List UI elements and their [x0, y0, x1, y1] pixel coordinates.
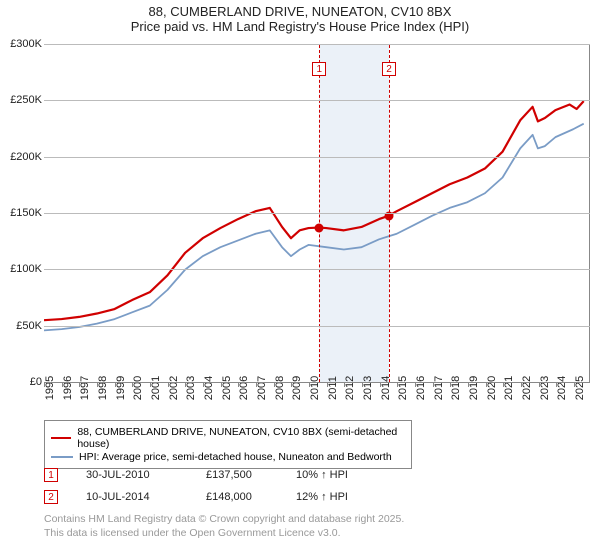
legend-label: 88, CUMBERLAND DRIVE, NUNEATON, CV10 8BX… — [77, 426, 405, 450]
footer-line: Contains HM Land Registry data © Crown c… — [44, 512, 404, 526]
x-tick-label: 2023 — [539, 376, 551, 400]
x-tick-label: 1996 — [62, 376, 74, 400]
x-tick-label: 1997 — [79, 376, 91, 400]
y-tick-label: £100K — [2, 263, 42, 275]
x-tick-label: 2015 — [397, 376, 409, 400]
annotation-date: 30-JUL-2010 — [86, 469, 206, 481]
annotation-marker-icon: 2 — [44, 490, 58, 504]
x-tick-label: 2013 — [362, 376, 374, 400]
chart-annotation-marker: 2 — [382, 62, 396, 76]
legend-item: HPI: Average price, semi-detached house,… — [51, 451, 405, 463]
legend: 88, CUMBERLAND DRIVE, NUNEATON, CV10 8BX… — [44, 420, 412, 469]
x-tick-label: 2000 — [132, 376, 144, 400]
x-tick-label: 2010 — [309, 376, 321, 400]
x-tick-label: 2003 — [185, 376, 197, 400]
x-tick-label: 2020 — [486, 376, 498, 400]
annotation-marker-icon: 1 — [44, 468, 58, 482]
sale-dot-icon — [315, 224, 324, 233]
grid-line — [44, 269, 590, 270]
legend-label: HPI: Average price, semi-detached house,… — [79, 451, 392, 463]
x-tick-label: 2022 — [521, 376, 533, 400]
x-tick-label: 2018 — [450, 376, 462, 400]
x-tick-label: 2017 — [433, 376, 445, 400]
y-tick-label: £300K — [2, 38, 42, 50]
y-tick-label: £0 — [2, 376, 42, 388]
chart-title: 88, CUMBERLAND DRIVE, NUNEATON, CV10 8BX — [0, 4, 600, 19]
x-tick-label: 2021 — [503, 376, 515, 400]
x-tick-label: 2009 — [291, 376, 303, 400]
series-line — [44, 101, 584, 320]
grid-line — [44, 213, 590, 214]
x-tick-label: 2007 — [256, 376, 268, 400]
x-tick-label: 1999 — [115, 376, 127, 400]
x-tick-label: 1998 — [97, 376, 109, 400]
x-tick-label: 2011 — [327, 376, 339, 400]
x-tick-label: 2005 — [221, 376, 233, 400]
sale-annotation-row: 1 30-JUL-2010 £137,500 10% ↑ HPI — [44, 464, 416, 486]
annotation-price: £137,500 — [206, 469, 296, 481]
x-tick-label: 2016 — [415, 376, 427, 400]
chart-annotation-marker: 1 — [312, 62, 326, 76]
grid-line — [44, 44, 590, 45]
footer-line: This data is licensed under the Open Gov… — [44, 526, 404, 540]
legend-item: 88, CUMBERLAND DRIVE, NUNEATON, CV10 8BX… — [51, 426, 405, 450]
grid-line — [44, 157, 590, 158]
footer-attribution: Contains HM Land Registry data © Crown c… — [44, 512, 404, 540]
x-tick-label: 2025 — [574, 376, 586, 400]
sale-annotation-row: 2 10-JUL-2014 £148,000 12% ↑ HPI — [44, 486, 416, 508]
grid-line — [44, 382, 590, 383]
x-tick-label: 2004 — [203, 376, 215, 400]
annotation-pct: 12% ↑ HPI — [296, 491, 416, 503]
chart-subtitle: Price paid vs. HM Land Registry's House … — [0, 19, 600, 34]
grid-line — [44, 326, 590, 327]
y-tick-label: £50K — [2, 320, 42, 332]
x-tick-label: 1995 — [44, 376, 56, 400]
x-tick-label: 2006 — [238, 376, 250, 400]
legend-swatch — [51, 437, 71, 439]
annotation-price: £148,000 — [206, 491, 296, 503]
legend-swatch — [51, 456, 73, 458]
x-tick-label: 2024 — [556, 376, 568, 400]
grid-line — [44, 100, 590, 101]
x-tick-label: 2014 — [380, 376, 392, 400]
x-tick-label: 2012 — [344, 376, 356, 400]
x-tick-label: 2019 — [468, 376, 480, 400]
annotation-pct: 10% ↑ HPI — [296, 469, 416, 481]
x-tick-label: 2001 — [150, 376, 162, 400]
y-tick-label: £150K — [2, 207, 42, 219]
x-tick-label: 2008 — [274, 376, 286, 400]
sale-annotation-table: 1 30-JUL-2010 £137,500 10% ↑ HPI 2 10-JU… — [44, 464, 416, 508]
annotation-date: 10-JUL-2014 — [86, 491, 206, 503]
chart-titles: 88, CUMBERLAND DRIVE, NUNEATON, CV10 8BX… — [0, 0, 600, 34]
x-tick-label: 2002 — [168, 376, 180, 400]
y-tick-label: £250K — [2, 94, 42, 106]
y-tick-label: £200K — [2, 151, 42, 163]
